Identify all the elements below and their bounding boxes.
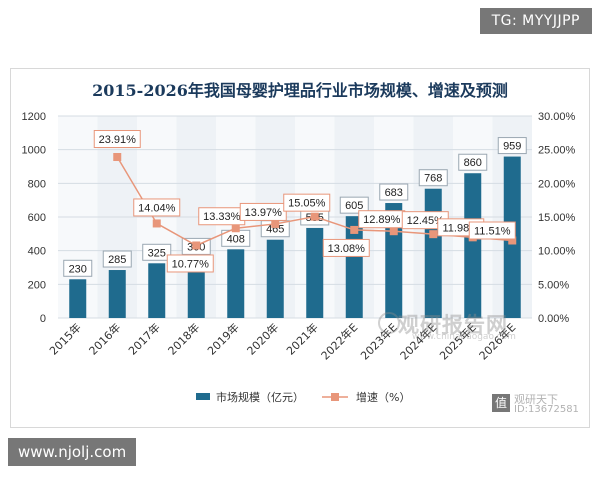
bar xyxy=(266,239,284,318)
legend-bar-swatch xyxy=(196,393,210,400)
growth-value-label: 15.05% xyxy=(288,198,326,210)
growth-value-label: 13.97% xyxy=(245,207,283,219)
growth-label-box xyxy=(283,193,331,212)
growth-value-label: 13.33% xyxy=(203,211,241,223)
bar xyxy=(306,227,324,318)
y-left-tick-label: 600 xyxy=(28,212,46,224)
bar xyxy=(148,263,166,318)
watermark-main: 观研报告网 xyxy=(398,313,508,337)
bar-label-box xyxy=(497,137,527,155)
bar xyxy=(69,279,87,318)
brand-name: 观研天下 xyxy=(514,393,558,406)
growth-marker xyxy=(113,153,122,162)
bar-value-label: 408 xyxy=(227,233,245,245)
bar-label-box xyxy=(339,196,369,214)
y-left-tick-label: 0 xyxy=(40,313,46,325)
y-left-tick-label: 1000 xyxy=(22,145,46,157)
bar-value-label: 230 xyxy=(69,263,87,275)
y-left-tick-label: 200 xyxy=(28,279,46,291)
growth-marker xyxy=(192,241,201,250)
bar-label-box xyxy=(418,169,448,187)
y-right-tick-label: 30.00% xyxy=(538,111,576,123)
x-tick-label: 2022年E xyxy=(318,320,360,362)
x-tick-label: 2020年 xyxy=(244,320,281,357)
x-tick-label: 2018年 xyxy=(165,320,202,357)
x-tick-label: 2015年 xyxy=(46,320,83,357)
bar xyxy=(227,249,245,318)
growth-marker xyxy=(231,224,240,233)
bar xyxy=(187,257,205,318)
watermark-logo-icon xyxy=(378,312,400,334)
bar-value-label: 683 xyxy=(385,187,403,199)
x-tick-label: 2017年 xyxy=(125,320,162,357)
y-right-tick-label: 20.00% xyxy=(538,178,576,190)
growth-marker xyxy=(429,230,438,239)
growth-value-label: 13.08% xyxy=(328,243,366,255)
bottom-url-tag: www.njolj.com xyxy=(8,438,137,466)
y-right-tick-label: 10.00% xyxy=(538,246,576,258)
legend-bar-label: 市场规模（亿元） xyxy=(216,390,304,404)
growth-value-label: 14.04% xyxy=(138,202,176,214)
growth-label-box xyxy=(322,238,370,257)
y-left-tick-label: 800 xyxy=(28,178,46,190)
bar-value-label: 768 xyxy=(424,173,442,185)
growth-label-box xyxy=(239,202,287,221)
y-right-tick-label: 0.00% xyxy=(538,313,569,325)
bar-value-label: 285 xyxy=(108,254,126,266)
growth-value-label: 11.51% xyxy=(474,225,511,237)
top-tag: TG: MYYJJPP xyxy=(479,8,592,34)
bar-label-box xyxy=(458,153,488,171)
chart-title: 2015-2026年我国母婴护理品行业市场规模、增速及预测 xyxy=(92,81,508,100)
growth-marker xyxy=(350,225,359,234)
growth-marker xyxy=(310,212,319,221)
bar xyxy=(464,173,482,318)
bar xyxy=(108,270,126,318)
bar-label-box xyxy=(102,250,132,268)
bar-value-label: 465 xyxy=(266,224,284,236)
legend-line-label: 增速（%） xyxy=(356,390,410,404)
bar-label-box xyxy=(379,183,409,201)
x-tick-label: 2021年 xyxy=(283,320,320,357)
watermark-sub: www.chinabaogao.com xyxy=(412,332,516,342)
bar-value-label: 605 xyxy=(345,200,363,212)
bar-label-box xyxy=(142,243,172,261)
x-tick-label: 2019年 xyxy=(204,320,241,357)
growth-label-box xyxy=(468,221,516,240)
bar-label-box xyxy=(63,259,93,277)
bar-value-label: 959 xyxy=(503,141,521,153)
y-right-tick-label: 5.00% xyxy=(538,279,569,291)
y-left-tick-label: 1200 xyxy=(22,111,46,123)
brand-id: ID:13672581 xyxy=(514,404,579,415)
y-right-tick-label: 25.00% xyxy=(538,145,576,157)
growth-value-label: 12.89% xyxy=(363,214,401,226)
growth-marker xyxy=(508,236,517,245)
growth-value-label: 10.77% xyxy=(172,258,210,270)
growth-value-label: 23.91% xyxy=(99,134,137,146)
y-left-tick-label: 400 xyxy=(28,246,46,258)
brand-logo-icon: 值 xyxy=(492,394,510,412)
growth-label-box xyxy=(133,198,181,217)
bar-value-label: 325 xyxy=(148,247,166,259)
bar xyxy=(424,188,442,318)
growth-value-label: 12.45% xyxy=(407,215,445,227)
bar-value-label: 860 xyxy=(464,157,482,169)
growth-marker xyxy=(389,227,398,236)
growth-marker xyxy=(152,219,161,228)
x-tick-label: 2016年 xyxy=(86,320,123,357)
growth-marker xyxy=(271,219,280,228)
legend-line-marker xyxy=(331,393,339,401)
y-right-tick-label: 15.00% xyxy=(538,212,576,224)
growth-label-box xyxy=(166,254,214,273)
growth-label-box xyxy=(93,130,141,149)
